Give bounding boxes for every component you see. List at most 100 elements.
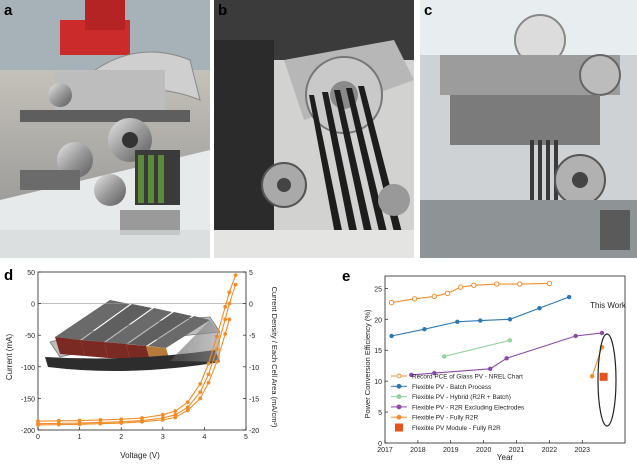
e-data-point (455, 319, 460, 324)
e-data-point (389, 333, 394, 339)
d-ytick-label: 50 (27, 270, 35, 277)
d-data-point (160, 417, 165, 422)
d-data-point (227, 301, 232, 306)
d-xtick-label: 1 (78, 434, 82, 441)
photo-c-module-line (420, 0, 637, 258)
d-data-point (36, 419, 40, 424)
e-legend-marker (396, 394, 402, 400)
e-data-point (388, 299, 395, 306)
d-data-point (206, 372, 211, 377)
e-data-point (432, 370, 437, 376)
this-work-annotation: This Work (590, 301, 627, 310)
d-y2label: Current Density / Each Cell Area (mA/cm²… (270, 287, 279, 428)
d-data-point (227, 290, 232, 295)
e-xtick-label: 2021 (509, 447, 525, 454)
d-data-point (198, 390, 203, 394)
e-legend-label: Record PCE of Glass PV - NREL Chart (412, 374, 523, 381)
e-data-point (599, 372, 608, 381)
e-data-point (441, 354, 447, 359)
e-xtick-label: 2022 (542, 447, 558, 454)
e-data-point (431, 293, 438, 300)
d-data-point (227, 317, 232, 322)
e-legend-marker (396, 414, 402, 420)
e-xtick-label: 2023 (574, 447, 590, 454)
d-data-point (56, 418, 61, 423)
e-data-point (599, 330, 605, 336)
d-data-point (214, 334, 219, 339)
d-y2tick-label: -20 (249, 428, 259, 435)
e-data-point (573, 333, 578, 339)
d-data-point (233, 282, 238, 287)
photo-panel-b: b (214, 0, 414, 258)
d-data-point (77, 422, 82, 427)
d-ytick-label: -100 (21, 365, 35, 372)
e-legend-label: Flexible PV - Fully R2R (412, 415, 478, 422)
e-data-point (507, 338, 513, 343)
e-ytick-label: 15 (374, 348, 382, 355)
d-data-point (140, 419, 144, 424)
e-legend-label: Flexible PV - Batch Process (412, 384, 491, 391)
d-data-point (98, 417, 103, 422)
e-xtick-label: 2019 (443, 447, 459, 454)
d-xtick-label: 2 (119, 434, 123, 441)
pce-vs-year-chart: 0 5 10 15 20 25 2017 2018 2019 2020 2021 2022 2023 R… (363, 275, 627, 462)
chart-panel-e: 0 5 10 15 20 25 2017 2018 2019 2020 2021 2022 2023 R… (340, 268, 637, 463)
d-ytick-label: -50 (25, 333, 35, 340)
d-data-point (223, 317, 228, 322)
e-ytick-label: 0 (378, 441, 382, 448)
e-legend-marker (396, 373, 402, 379)
d-data-point (119, 417, 124, 422)
d-data-point (160, 412, 165, 417)
e-xtick-label: 2020 (476, 447, 492, 454)
d-data-point (223, 304, 228, 309)
e-xlabel: Year (497, 453, 514, 462)
d-y2tick-label: -15 (249, 396, 259, 403)
d-data-point (198, 381, 203, 386)
d-y2tick-label: 5 (249, 270, 253, 277)
e-series-line (444, 339, 511, 357)
d-data-point (173, 409, 178, 413)
e-data-point (494, 281, 500, 287)
d-y2tick-label: 0 (249, 302, 253, 309)
d-data-point (185, 400, 190, 405)
d-data-point (214, 347, 219, 352)
e-data-point (422, 326, 427, 332)
e-data-point (409, 372, 414, 378)
d-xlabel: Voltage (V) (120, 451, 160, 460)
e-series-line (411, 332, 603, 376)
e-data-point (444, 290, 451, 297)
d-xtick-label: 4 (202, 434, 206, 441)
d-ytick-label: 0 (31, 302, 35, 309)
photo-a-r2r-machine (0, 0, 210, 258)
d-data-point (36, 423, 40, 427)
panel-label-d: d (4, 267, 14, 284)
d-series-line (37, 319, 230, 426)
this-work-ellipse (597, 333, 617, 427)
d-data-point (198, 396, 203, 401)
d-ytick-label: -150 (21, 396, 35, 403)
panel-label-e: e (342, 268, 351, 285)
module-illustration (45, 300, 221, 371)
d-data-point (206, 361, 211, 366)
panel-label-b: b (218, 2, 228, 19)
d-xtick-label: 0 (36, 434, 40, 441)
e-legend-swatch (395, 423, 403, 432)
d-ytick-label: -200 (21, 428, 35, 435)
d-ylabel: Current (mA) (5, 334, 14, 381)
e-data-point (457, 284, 464, 290)
e-ytick-label: 25 (374, 286, 382, 293)
d-data-point (185, 408, 190, 413)
d-y2tick-label: -10 (249, 365, 259, 372)
photo-panel-a: a (0, 0, 210, 258)
e-legend-label: Flexible PV Module - Fully R2R (412, 425, 501, 432)
photo-b-roller-belts (214, 0, 414, 258)
e-data-point (471, 282, 477, 288)
e-data-point (504, 356, 509, 361)
e-data-point (566, 294, 572, 300)
e-data-point (478, 318, 483, 323)
photo-panel-c: c (420, 0, 637, 258)
e-data-point (537, 305, 542, 311)
e-plot-frame (384, 275, 626, 444)
e-ytick-label: 10 (374, 379, 382, 386)
